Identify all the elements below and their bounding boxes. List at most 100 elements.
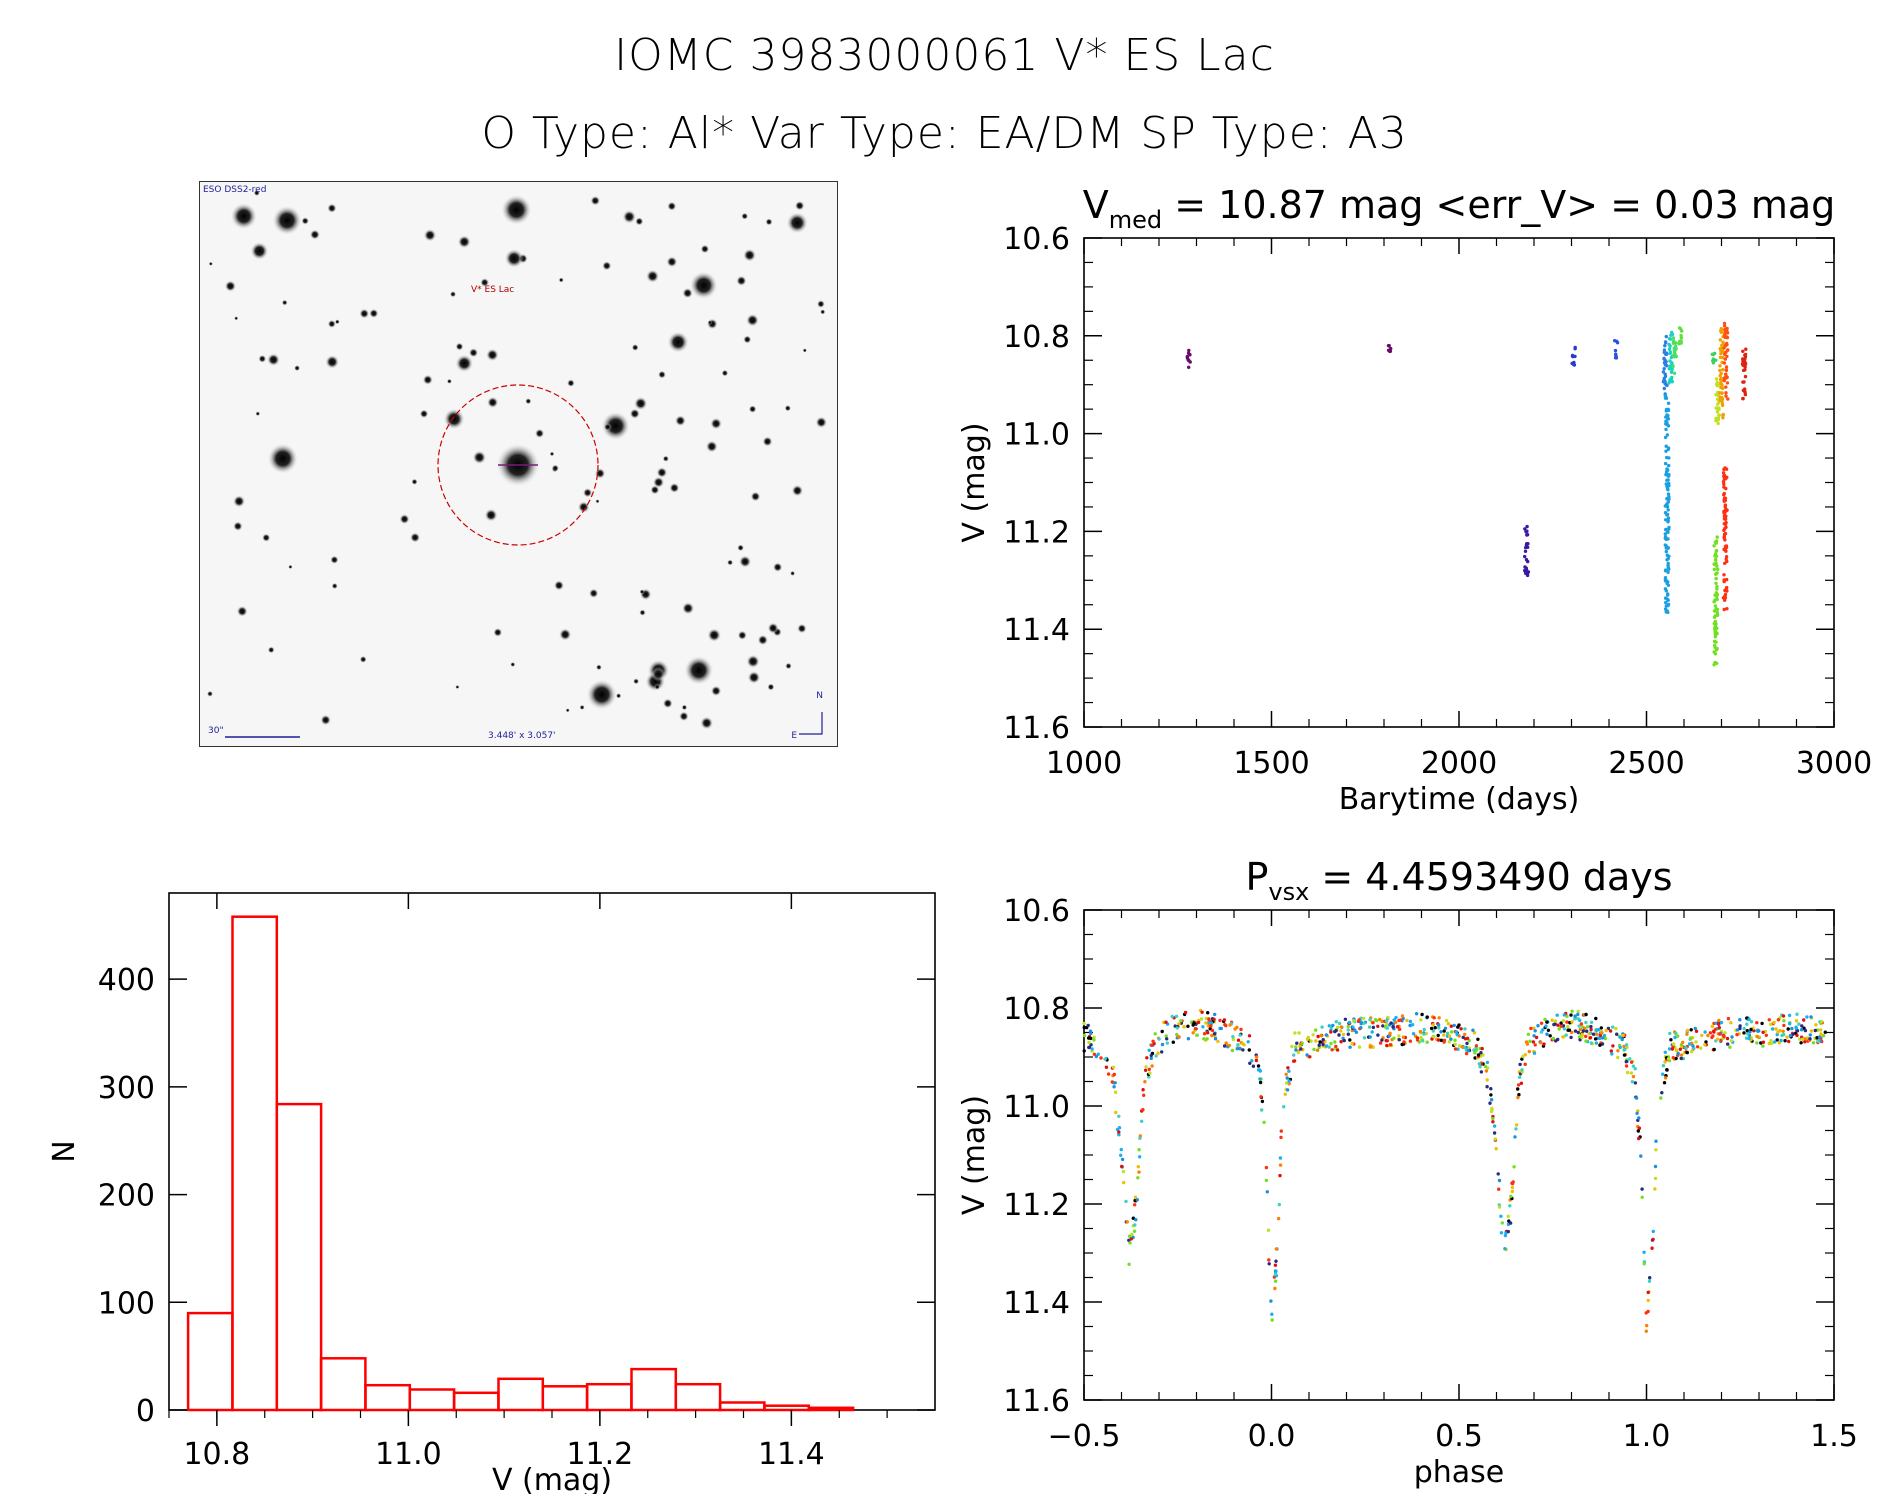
- lightcurve-point: [1664, 415, 1668, 419]
- phased-point: [1580, 1035, 1584, 1040]
- phased-point: [1794, 1025, 1798, 1029]
- lightcurve-point: [1716, 421, 1720, 426]
- phased-point: [1359, 1020, 1363, 1024]
- phased-point: [1548, 1034, 1552, 1038]
- phased-point: [1565, 1014, 1569, 1018]
- lightcurve-point: [1723, 357, 1728, 361]
- finder-star: [558, 277, 564, 283]
- phased-point: [1206, 1031, 1210, 1035]
- lightcurve-point: [1664, 427, 1668, 432]
- lightcurve-point: [1663, 344, 1667, 348]
- finder-star: [590, 195, 601, 206]
- finder-star: [551, 464, 560, 473]
- phased-point: [1157, 1037, 1161, 1041]
- lightcurve-point: [1665, 486, 1670, 491]
- finder-star: [707, 320, 713, 325]
- phased-point: [1653, 1176, 1658, 1181]
- phased-point: [1492, 1131, 1497, 1135]
- finder-star: [423, 228, 437, 242]
- phased-point: [1512, 1165, 1516, 1169]
- phased-point: [1493, 1137, 1497, 1141]
- lightcurve-point: [1717, 413, 1722, 417]
- phased-point: [1239, 1027, 1243, 1032]
- phased-point: [1216, 1039, 1220, 1044]
- finder-star: [411, 478, 418, 485]
- lightcurve-point: [1523, 527, 1527, 531]
- phased-point: [1092, 1035, 1096, 1040]
- phased-point: [1478, 1065, 1482, 1069]
- lightcurve-point: [1715, 611, 1720, 615]
- phased-point: [1099, 1056, 1103, 1060]
- phased-point: [1735, 1028, 1740, 1032]
- phased-point: [1713, 1027, 1718, 1032]
- phased-point: [1339, 1029, 1343, 1033]
- phased-point: [1520, 1068, 1524, 1072]
- lightcurve-point: [1663, 587, 1668, 591]
- phased-point: [1541, 1028, 1545, 1032]
- phased-point: [1625, 1045, 1629, 1050]
- phased-point: [1402, 1040, 1406, 1044]
- phased-point: [1089, 1036, 1093, 1041]
- phased-point: [1708, 1031, 1713, 1035]
- phased-point: [1442, 1033, 1446, 1037]
- phased-point: [1782, 1019, 1786, 1023]
- histogram-bar: [763, 1404, 811, 1412]
- phased-point: [1278, 1163, 1283, 1167]
- phased-point: [1455, 1032, 1459, 1037]
- phased-point: [1339, 1040, 1343, 1044]
- finder-scale-label: 30": [208, 726, 224, 736]
- lightcurve-point: [1663, 435, 1668, 440]
- phased-point: [1490, 1106, 1494, 1111]
- lightcurve-point: [1668, 350, 1673, 354]
- phased-point: [1274, 1269, 1278, 1273]
- lightcurve-point: [1714, 377, 1719, 381]
- finder-star-field: [206, 189, 828, 738]
- phased-point: [1747, 1036, 1751, 1041]
- phased-point: [1808, 1033, 1813, 1037]
- finder-star: [534, 428, 545, 439]
- phased-point: [1431, 1034, 1436, 1039]
- lightcurve-point: [1712, 544, 1716, 548]
- lightcurve-point: [1724, 365, 1729, 369]
- lightcurve-point: [1573, 347, 1577, 351]
- phased-point: [1147, 1075, 1151, 1079]
- phased-point: [1175, 1026, 1180, 1030]
- phased-xtick-label: 1.0: [1623, 1419, 1671, 1454]
- lightcurve-point: [1718, 338, 1723, 342]
- lightcurve-point: [1666, 563, 1670, 568]
- phased-point: [1386, 1015, 1390, 1020]
- phased-point: [1476, 1053, 1481, 1057]
- phased-point: [1082, 1049, 1086, 1053]
- lightcurve-point: [1665, 553, 1670, 557]
- phased-point: [1141, 1088, 1145, 1092]
- phased-point: [1286, 1066, 1290, 1070]
- phased-point: [1523, 1053, 1528, 1057]
- phased-point: [1629, 1071, 1634, 1075]
- lightcurve-point: [1665, 467, 1669, 471]
- phased-point: [1640, 1187, 1644, 1191]
- phased-point: [1238, 1046, 1242, 1051]
- finder-star: [504, 248, 524, 268]
- lightcurve-point: [1726, 348, 1730, 352]
- finder-star: [236, 605, 248, 617]
- lightcurve-point: [1662, 350, 1667, 355]
- phased-point: [1131, 1216, 1136, 1221]
- phased-point: [1284, 1072, 1288, 1077]
- phased-point: [1082, 1021, 1086, 1026]
- phased-point: [1119, 1147, 1124, 1152]
- lightcurve-point: [1741, 349, 1745, 353]
- lightcurve-point: [1714, 607, 1718, 611]
- phased-point: [1314, 1028, 1318, 1032]
- phased-point: [1523, 1062, 1527, 1067]
- phased-point: [1385, 1043, 1389, 1048]
- finder-star: [667, 331, 689, 353]
- phased-point: [1321, 1042, 1325, 1047]
- phased-point: [1557, 1027, 1561, 1031]
- lightcurve-point: [1663, 380, 1667, 384]
- phased-point: [1143, 1080, 1147, 1084]
- finder-star: [633, 396, 648, 411]
- phased-point: [1718, 1032, 1722, 1036]
- phased-point: [1488, 1101, 1492, 1105]
- lightcurve-point: [1722, 547, 1727, 551]
- phased-point: [1624, 1043, 1629, 1047]
